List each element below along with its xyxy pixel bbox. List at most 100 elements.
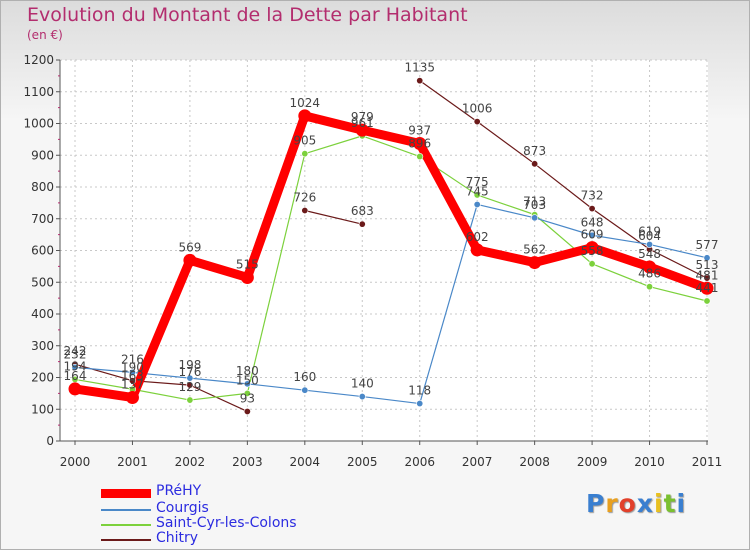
data-label-saint-cyr-les-colons: 713 (523, 195, 546, 209)
x-tick-label: 2007 (462, 455, 493, 469)
data-point-saint-cyr-les-colons (243, 389, 251, 397)
data-point-pr-hy (183, 253, 197, 267)
x-tick-label: 2006 (404, 455, 435, 469)
legend-label-chitry: Chitry (156, 530, 199, 546)
series-line-saint-cyr-les-colons (74, 135, 708, 401)
series-line-chitry (304, 209, 363, 225)
y-tick-label: 800 (31, 180, 54, 194)
series-line-courgis (74, 203, 708, 405)
data-point-courgis (301, 386, 309, 394)
data-label-saint-cyr-les-colons: 896 (408, 137, 431, 151)
data-point-saint-cyr-les-colons (588, 260, 596, 268)
data-label-saint-cyr-les-colons: 905 (293, 134, 316, 148)
data-label-chitry: 176 (178, 365, 201, 379)
data-point-courgis (703, 254, 711, 262)
x-tick-label: 2000 (60, 455, 91, 469)
data-label-chitry: 242 (64, 344, 87, 358)
y-tick-label: 200 (31, 371, 54, 385)
data-label-pr-hy: 1024 (290, 96, 321, 110)
data-point-saint-cyr-les-colons (473, 191, 481, 199)
x-tick-label: 2010 (634, 455, 665, 469)
data-point-chitry (358, 220, 366, 228)
data-label-pr-hy: 481 (696, 268, 719, 282)
data-label-pr-hy: 164 (64, 369, 87, 383)
legend-label-prehy: PRéHY (156, 483, 202, 499)
data-label-courgis: 619 (638, 224, 661, 238)
series-line-pr-hy (70, 111, 712, 403)
legend-label-saint-cyr: Saint-Cyr-les-Colons (156, 515, 297, 531)
series-line-chitry (419, 80, 708, 279)
data-point-courgis (186, 374, 194, 382)
x-tick-label: 2005 (347, 455, 378, 469)
legend-swatch-courgis (101, 509, 151, 511)
data-point-saint-cyr-les-colons (186, 396, 194, 404)
data-label-chitry: 190 (121, 361, 144, 375)
y-tick-label: 600 (31, 244, 54, 258)
data-point-pr-hy (298, 109, 312, 123)
data-point-pr-hy (355, 123, 369, 137)
data-point-pr-hy (240, 270, 254, 284)
data-label-courgis: 118 (408, 384, 431, 398)
data-point-saint-cyr-les-colons (703, 297, 711, 305)
data-label-saint-cyr-les-colons: 129 (178, 380, 201, 394)
data-label-courgis: 198 (178, 358, 201, 372)
data-point-pr-hy (528, 256, 542, 270)
data-point-pr-hy (700, 281, 714, 295)
data-point-pr-hy (125, 391, 139, 405)
data-point-chitry (416, 77, 424, 85)
data-label-pr-hy: 569 (178, 240, 201, 254)
data-point-courgis (531, 214, 539, 222)
data-point-pr-hy (68, 382, 82, 396)
data-point-pr-hy (585, 241, 599, 255)
proxiti-logo: Proxiti (586, 489, 687, 518)
x-tick-label: 2001 (117, 455, 148, 469)
data-label-courgis: 180 (236, 364, 259, 378)
data-label-chitry: 873 (523, 144, 546, 158)
series-line-chitry (74, 363, 248, 413)
data-label-pr-hy: 137 (121, 378, 144, 392)
legend-label-courgis: Courgis (156, 500, 209, 516)
y-tick-label: 700 (31, 212, 54, 226)
data-label-chitry: 732 (581, 189, 604, 203)
y-tick-label: 1200 (23, 53, 54, 67)
data-point-chitry (473, 118, 481, 126)
data-label-pr-hy: 609 (581, 228, 604, 242)
legend-swatch-saint-cyr (101, 524, 151, 526)
data-label-pr-hy: 602 (466, 230, 489, 244)
data-label-chitry: 513 (696, 258, 719, 272)
y-tick-label: 400 (31, 307, 54, 321)
legend-swatch-chitry (101, 539, 151, 541)
data-label-pr-hy: 937 (408, 124, 431, 138)
data-point-courgis (646, 240, 654, 248)
x-tick-label: 2003 (232, 455, 263, 469)
data-point-courgis (243, 380, 251, 388)
data-point-courgis (416, 400, 424, 408)
x-tick-label: 2008 (519, 455, 550, 469)
y-tick-label: 100 (31, 402, 54, 416)
data-point-chitry (588, 205, 596, 213)
y-tick-label: 300 (31, 339, 54, 353)
data-label-courgis: 577 (696, 238, 719, 252)
x-tick-label: 2011 (692, 455, 723, 469)
y-tick-label: 0 (46, 434, 54, 448)
data-point-pr-hy (643, 260, 657, 274)
data-label-chitry: 726 (293, 190, 316, 204)
data-point-courgis (358, 393, 366, 401)
data-label-pr-hy: 548 (638, 247, 661, 261)
y-tick-label: 500 (31, 275, 54, 289)
data-label-saint-cyr-les-colons: 486 (638, 267, 661, 281)
data-label-saint-cyr-les-colons: 775 (466, 175, 489, 189)
data-label-courgis: 703 (523, 198, 546, 212)
data-label-courgis: 216 (121, 352, 144, 366)
data-point-courgis (588, 231, 596, 239)
y-tick-label: 1100 (23, 85, 54, 99)
data-label-saint-cyr-les-colons: 163 (121, 369, 144, 383)
data-label-courgis: 160 (293, 370, 316, 384)
x-tick-label: 2002 (175, 455, 206, 469)
data-point-saint-cyr-les-colons (301, 150, 309, 158)
x-tick-label: 2004 (290, 455, 321, 469)
data-point-courgis (473, 200, 481, 208)
data-point-chitry (243, 407, 251, 415)
